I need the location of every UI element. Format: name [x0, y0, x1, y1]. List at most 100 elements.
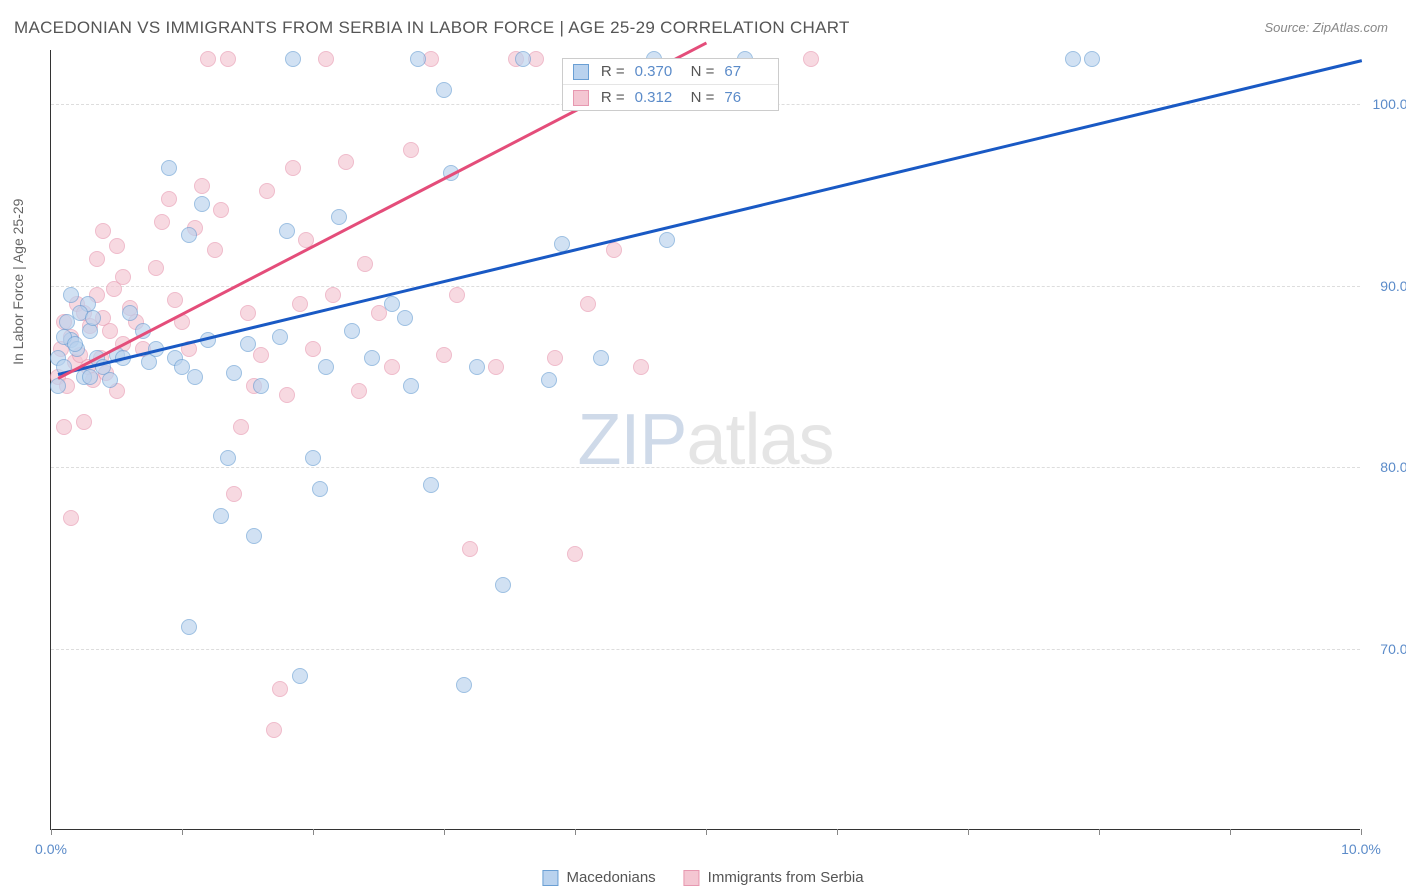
scatter-point: [181, 619, 197, 635]
scatter-point: [1065, 51, 1081, 67]
stats-box: R = 0.370 N = 67 R = 0.312 N = 76: [562, 58, 780, 111]
scatter-point: [233, 419, 249, 435]
chart-container: MACEDONIAN VS IMMIGRANTS FROM SERBIA IN …: [0, 0, 1406, 892]
legend-label: Immigrants from Serbia: [708, 869, 864, 886]
scatter-point: [187, 369, 203, 385]
grid-line: [51, 649, 1360, 650]
chart-title: MACEDONIAN VS IMMIGRANTS FROM SERBIA IN …: [14, 18, 850, 38]
scatter-point: [803, 51, 819, 67]
xtick-mark: [313, 829, 314, 835]
scatter-point: [109, 238, 125, 254]
scatter-point: [384, 359, 400, 375]
scatter-point: [266, 722, 282, 738]
scatter-point: [207, 242, 223, 258]
n-value: 67: [724, 63, 768, 80]
legend-label: Macedonians: [566, 869, 655, 886]
scatter-point: [397, 310, 413, 326]
scatter-point: [246, 528, 262, 544]
scatter-point: [364, 350, 380, 366]
scatter-point: [181, 227, 197, 243]
ytick-label: 70.0%: [1380, 641, 1406, 657]
scatter-point: [253, 347, 269, 363]
scatter-point: [285, 160, 301, 176]
xtick-mark: [706, 829, 707, 835]
scatter-point: [154, 214, 170, 230]
n-value: 76: [724, 89, 768, 106]
xtick-label: 10.0%: [1341, 841, 1381, 857]
r-label: R =: [601, 89, 625, 106]
scatter-point: [325, 287, 341, 303]
scatter-point: [292, 296, 308, 312]
scatter-point: [305, 450, 321, 466]
r-value: 0.312: [635, 89, 679, 106]
r-value: 0.370: [635, 63, 679, 80]
xtick-mark: [1361, 829, 1362, 835]
legend-square-icon: [573, 90, 589, 106]
scatter-point: [344, 323, 360, 339]
scatter-point: [410, 51, 426, 67]
legend-item: Macedonians: [542, 869, 655, 886]
scatter-point: [82, 369, 98, 385]
scatter-point: [403, 378, 419, 394]
scatter-point: [226, 365, 242, 381]
scatter-point: [67, 336, 83, 352]
xtick-mark: [444, 829, 445, 835]
scatter-point: [161, 160, 177, 176]
scatter-point: [240, 336, 256, 352]
scatter-point: [102, 323, 118, 339]
scatter-point: [436, 347, 452, 363]
legend-item: Immigrants from Serbia: [684, 869, 864, 886]
stats-row: R = 0.312 N = 76: [563, 84, 779, 110]
scatter-point: [633, 359, 649, 375]
plot-area: ZIPatlas 70.0%80.0%90.0%100.0%0.0%10.0%R…: [50, 50, 1360, 830]
scatter-point: [357, 256, 373, 272]
scatter-point: [76, 414, 92, 430]
scatter-point: [213, 202, 229, 218]
scatter-point: [593, 350, 609, 366]
source-label: Source: ZipAtlas.com: [1264, 20, 1388, 35]
scatter-point: [220, 450, 236, 466]
r-label: R =: [601, 63, 625, 80]
scatter-point: [423, 477, 439, 493]
scatter-point: [161, 191, 177, 207]
scatter-point: [338, 154, 354, 170]
scatter-point: [318, 359, 334, 375]
scatter-point: [194, 178, 210, 194]
scatter-point: [351, 383, 367, 399]
scatter-point: [194, 196, 210, 212]
scatter-point: [495, 577, 511, 593]
scatter-point: [63, 510, 79, 526]
n-label: N =: [691, 89, 715, 106]
scatter-point: [305, 341, 321, 357]
xtick-mark: [575, 829, 576, 835]
scatter-point: [259, 183, 275, 199]
scatter-point: [580, 296, 596, 312]
scatter-point: [226, 486, 242, 502]
scatter-point: [50, 378, 66, 394]
scatter-point: [200, 51, 216, 67]
scatter-point: [240, 305, 256, 321]
y-axis-label: In Labor Force | Age 25-29: [10, 199, 26, 365]
ytick-label: 80.0%: [1380, 459, 1406, 475]
scatter-point: [167, 292, 183, 308]
scatter-point: [122, 305, 138, 321]
scatter-point: [456, 677, 472, 693]
scatter-point: [63, 287, 79, 303]
grid-line: [51, 286, 1360, 287]
scatter-point: [89, 251, 105, 267]
scatter-point: [102, 372, 118, 388]
scatter-point: [95, 223, 111, 239]
scatter-point: [148, 260, 164, 276]
scatter-point: [488, 359, 504, 375]
legend-square-icon: [573, 64, 589, 80]
xtick-mark: [1099, 829, 1100, 835]
scatter-point: [279, 387, 295, 403]
scatter-point: [213, 508, 229, 524]
scatter-point: [56, 419, 72, 435]
scatter-point: [115, 269, 131, 285]
scatter-point: [515, 51, 531, 67]
scatter-point: [469, 359, 485, 375]
scatter-point: [253, 378, 269, 394]
grid-line: [51, 467, 1360, 468]
scatter-point: [318, 51, 334, 67]
